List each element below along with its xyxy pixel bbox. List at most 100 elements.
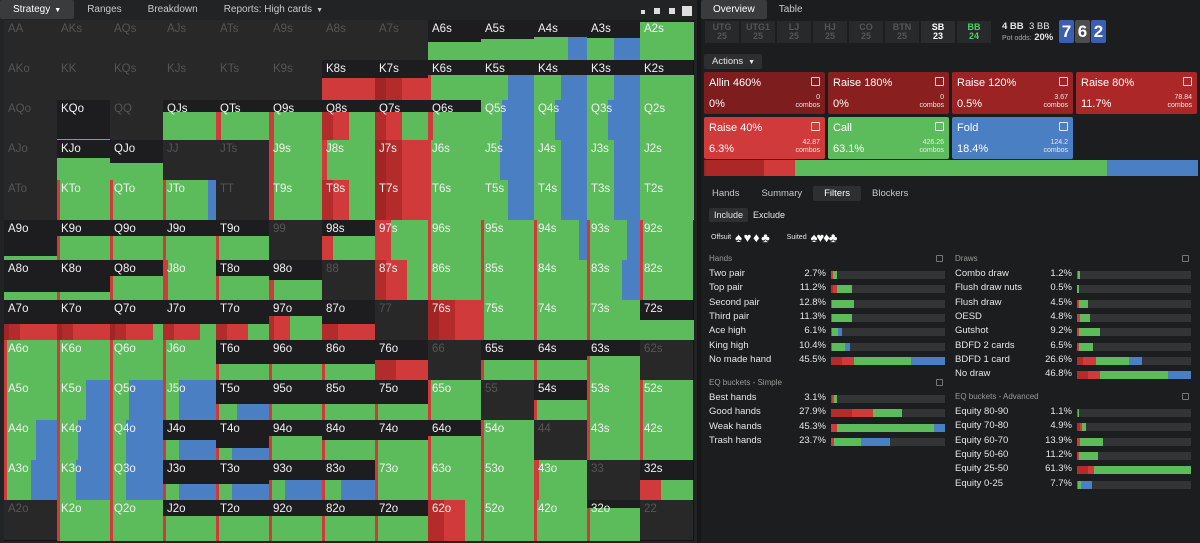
- hand-cell[interactable]: JJ: [163, 140, 217, 181]
- hand-cell[interactable]: Q5o: [110, 380, 164, 421]
- hand-cell[interactable]: 53s: [587, 380, 641, 421]
- hand-cell[interactable]: 63s: [587, 340, 641, 381]
- hand-cell[interactable]: 93o: [269, 460, 323, 501]
- hand-cell[interactable]: 94o: [269, 420, 323, 461]
- hand-cell[interactable]: AKo: [4, 60, 58, 101]
- action-box[interactable]: Raise 80% 11.7% 78.84 combos: [1076, 72, 1197, 114]
- hand-cell[interactable]: 98o: [269, 260, 323, 301]
- hand-cell[interactable]: K5s: [481, 60, 535, 101]
- hand-cell[interactable]: A4o: [4, 420, 58, 461]
- hand-cell[interactable]: A2s: [640, 20, 694, 61]
- hand-cell[interactable]: 84s: [534, 260, 588, 301]
- filter-row[interactable]: Second pair 12.8%: [709, 297, 945, 311]
- hand-cell[interactable]: AJo: [4, 140, 58, 181]
- hand-cell[interactable]: 72o: [375, 500, 429, 541]
- hand-cell[interactable]: A9s: [269, 20, 323, 61]
- hand-cell[interactable]: 42o: [534, 500, 588, 541]
- offsuit-suit-icons[interactable]: ♠ ♥ ♦ ♣: [735, 230, 770, 245]
- toolbar-tab[interactable]: Strategy ▼: [0, 0, 75, 19]
- action-box[interactable]: Call 63.1% 426.26 combos: [828, 117, 949, 159]
- hand-cell[interactable]: Q4o: [110, 420, 164, 461]
- toolbar-tab[interactable]: Ranges: [74, 0, 134, 19]
- hand-cell[interactable]: 99: [269, 220, 323, 261]
- position-seat[interactable]: BTN 25: [885, 21, 919, 43]
- hand-cell[interactable]: 92s: [640, 220, 694, 261]
- filter-row[interactable]: Flush draw 4.5%: [955, 297, 1191, 311]
- hand-cell[interactable]: T3s: [587, 180, 641, 221]
- hand-cell[interactable]: 32o: [587, 500, 641, 541]
- details-icon[interactable]: [811, 77, 820, 86]
- hand-cell[interactable]: 86o: [322, 340, 376, 381]
- hand-cell[interactable]: K5o: [57, 380, 111, 421]
- hand-cell[interactable]: T4s: [534, 180, 588, 221]
- hand-cell[interactable]: 85s: [481, 260, 535, 301]
- hand-cell[interactable]: KQo: [57, 100, 111, 141]
- details-icon[interactable]: [811, 122, 820, 131]
- position-seat[interactable]: BB 24: [957, 21, 991, 43]
- hand-cell[interactable]: T8o: [216, 260, 270, 301]
- hand-cell[interactable]: J6o: [163, 340, 217, 381]
- grid-small-icon[interactable]: [651, 4, 663, 16]
- filter-row[interactable]: Top pair 11.2%: [709, 282, 945, 296]
- hand-cell[interactable]: J5s: [481, 140, 535, 181]
- hand-cell[interactable]: ATo: [4, 180, 58, 221]
- hand-cell[interactable]: 93s: [587, 220, 641, 261]
- hand-cell[interactable]: J9o: [163, 220, 217, 261]
- action-box[interactable]: Allin 460% 0% 0 combos: [704, 72, 825, 114]
- section-toggle-icon[interactable]: [936, 255, 943, 262]
- hand-cell[interactable]: T7o: [216, 300, 270, 341]
- hand-cell[interactable]: T3o: [216, 460, 270, 501]
- hand-cell[interactable]: T2s: [640, 180, 694, 221]
- hand-cell[interactable]: A8s: [322, 20, 376, 61]
- hand-cell[interactable]: AQs: [110, 20, 164, 61]
- filter-row[interactable]: No made hand 45.5%: [709, 354, 945, 368]
- hand-cell[interactable]: T9s: [269, 180, 323, 221]
- hand-cell[interactable]: J8o: [163, 260, 217, 301]
- hand-cell[interactable]: A2o: [4, 500, 58, 541]
- hand-cell[interactable]: K9s: [269, 60, 323, 101]
- filter-row[interactable]: Good hands 27.9%: [709, 406, 945, 420]
- hand-cell[interactable]: KJs: [163, 60, 217, 101]
- hand-cell[interactable]: 32s: [640, 460, 694, 501]
- hand-cell[interactable]: K8o: [57, 260, 111, 301]
- hand-cell[interactable]: K3s: [587, 60, 641, 101]
- hand-cell[interactable]: QQ: [110, 100, 164, 141]
- hand-cell[interactable]: 33: [587, 460, 641, 501]
- hand-cell[interactable]: 96o: [269, 340, 323, 381]
- hand-cell[interactable]: KK: [57, 60, 111, 101]
- action-box[interactable]: Raise 120% 0.5% 3.67 combos: [952, 72, 1073, 114]
- hand-cell[interactable]: 65s: [481, 340, 535, 381]
- position-seat[interactable]: UTG1 25: [741, 21, 775, 43]
- hand-cell[interactable]: 52s: [640, 380, 694, 421]
- hand-cell[interactable]: 76o: [375, 340, 429, 381]
- hand-cell[interactable]: T7s: [375, 180, 429, 221]
- tab-blockers[interactable]: Blockers: [872, 188, 909, 199]
- hand-cell[interactable]: A6o: [4, 340, 58, 381]
- hand-cell[interactable]: Q8o: [110, 260, 164, 301]
- hand-cell[interactable]: 83s: [587, 260, 641, 301]
- hand-cell[interactable]: QTs: [216, 100, 270, 141]
- position-seat[interactable]: CO 25: [849, 21, 883, 43]
- toolbar-tab[interactable]: Reports: High cards ▼: [211, 0, 336, 19]
- hand-cell[interactable]: ATs: [216, 20, 270, 61]
- hand-cell[interactable]: A7s: [375, 20, 429, 61]
- action-box[interactable]: Raise 180% 0% 0 combos: [828, 72, 949, 114]
- hand-cell[interactable]: 84o: [322, 420, 376, 461]
- hand-cell[interactable]: TT: [216, 180, 270, 221]
- hand-cell[interactable]: 86s: [428, 260, 482, 301]
- hand-cell[interactable]: 74o: [375, 420, 429, 461]
- hand-cell[interactable]: 76s: [428, 300, 482, 341]
- hand-cell[interactable]: 72s: [640, 300, 694, 341]
- hand-cell[interactable]: QJo: [110, 140, 164, 181]
- details-icon[interactable]: [1059, 77, 1068, 86]
- filter-row[interactable]: Equity 50-60 11.2%: [955, 449, 1191, 463]
- hand-cell[interactable]: A5o: [4, 380, 58, 421]
- filter-row[interactable]: Equity 25-50 61.3%: [955, 463, 1191, 477]
- hand-cell[interactable]: 77: [375, 300, 429, 341]
- hand-cell[interactable]: AQo: [4, 100, 58, 141]
- hand-cell[interactable]: K4o: [57, 420, 111, 461]
- hand-cell[interactable]: T6o: [216, 340, 270, 381]
- hand-cell[interactable]: AKs: [57, 20, 111, 61]
- position-seat[interactable]: LJ 25: [777, 21, 811, 43]
- hand-cell[interactable]: 83o: [322, 460, 376, 501]
